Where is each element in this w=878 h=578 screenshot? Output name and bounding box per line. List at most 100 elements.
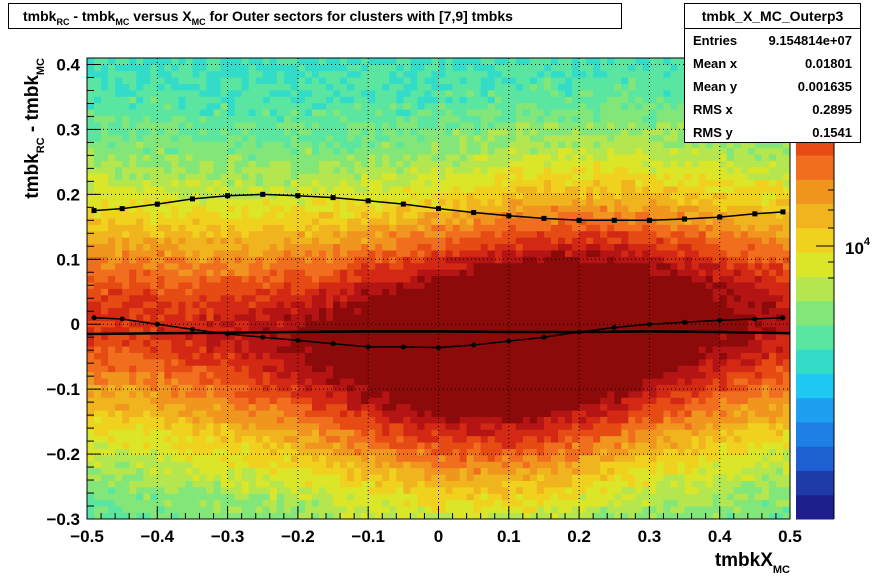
heatmap-cell — [565, 288, 573, 296]
heatmap-cell — [487, 147, 496, 155]
heatmap-cell — [108, 224, 116, 232]
heatmap-cell — [333, 467, 341, 475]
heatmap-cell — [304, 480, 313, 488]
heatmap-cell — [347, 58, 355, 65]
heatmap-cell — [143, 134, 151, 142]
heatmap-cell — [333, 102, 341, 110]
heatmap-cell — [234, 102, 243, 110]
heatmap-cell — [417, 70, 425, 78]
heatmap-cell — [452, 307, 460, 315]
heatmap-cell — [206, 326, 214, 334]
heatmap-cell — [382, 435, 390, 443]
heatmap-cell — [361, 397, 369, 405]
heatmap-cell — [206, 333, 214, 341]
heatmap-cell — [269, 397, 278, 405]
heatmap-cell — [487, 403, 496, 411]
heatmap-cell — [150, 243, 158, 251]
heatmap-cell — [283, 493, 292, 501]
heatmap-cell — [248, 461, 257, 469]
heatmap-cell — [536, 70, 545, 78]
heatmap-cell — [157, 128, 165, 136]
heatmap-cell — [508, 198, 517, 206]
heatmap-cell — [304, 512, 313, 520]
heatmap-cell — [108, 301, 116, 309]
heatmap-cell — [290, 205, 299, 213]
heatmap-cell — [206, 243, 214, 251]
heatmap-cell — [529, 397, 538, 405]
heatmap-cell — [550, 314, 559, 321]
heatmap-cell — [318, 282, 327, 289]
heatmap-cell — [501, 250, 510, 257]
heatmap-cell — [136, 122, 144, 129]
heatmap-cell — [297, 422, 306, 430]
heatmap-cell — [227, 147, 236, 155]
heatmap-cell — [185, 262, 193, 270]
heatmap-cell — [361, 83, 369, 91]
heatmap-cell — [164, 128, 172, 136]
heatmap-cell — [480, 282, 489, 289]
heatmap-cell — [192, 454, 200, 462]
heatmap-cell — [143, 294, 151, 302]
heatmap-cell — [361, 262, 369, 270]
heatmap-cell — [115, 403, 123, 411]
heatmap-cell — [178, 448, 186, 456]
heatmap-cell — [248, 83, 257, 91]
heatmap-cell — [318, 250, 327, 257]
heatmap-cell — [361, 288, 369, 296]
heatmap-cell — [101, 384, 109, 392]
heatmap-cell — [269, 448, 278, 456]
heatmap-cell — [445, 179, 453, 187]
heatmap-cell — [473, 269, 482, 277]
heatmap-cell — [262, 224, 271, 232]
heatmap-cell — [515, 147, 524, 155]
heatmap-cell — [150, 294, 158, 302]
heatmap-cell — [234, 378, 243, 385]
heatmap-cell — [543, 186, 552, 193]
heatmap-cell — [333, 237, 341, 245]
heatmap-cell — [565, 390, 573, 398]
heatmap-cell — [129, 346, 137, 353]
heatmap-cell — [199, 256, 207, 264]
heatmap-cell — [185, 83, 193, 91]
heatmap-cell — [347, 128, 355, 136]
heatmap-cell — [396, 128, 404, 136]
heatmap-cell — [290, 243, 299, 251]
heatmap-cell — [487, 211, 496, 219]
heatmap-cell — [410, 442, 418, 449]
heatmap-cell — [389, 493, 397, 501]
heatmap-cell — [543, 282, 552, 289]
heatmap-cell — [94, 365, 102, 373]
heatmap-cell — [347, 371, 355, 379]
heatmap-cell — [445, 352, 453, 360]
heatmap-cell — [157, 64, 165, 72]
heatmap-cell — [269, 429, 278, 437]
heatmap-cell — [375, 512, 383, 520]
heatmap-cell — [255, 486, 264, 494]
heatmap-cell — [340, 493, 348, 501]
heatmap-cell — [326, 96, 334, 104]
heatmap-cell — [326, 243, 334, 251]
heatmap-cell — [297, 160, 306, 168]
heatmap-cell — [452, 122, 460, 129]
heatmap-cell — [326, 480, 334, 488]
heatmap-cell — [424, 70, 432, 78]
heatmap-cell — [150, 512, 158, 520]
heatmap-cell — [375, 448, 383, 456]
heatmap-cell — [459, 448, 468, 456]
heatmap-cell — [494, 192, 503, 200]
heatmap-cell — [403, 230, 411, 238]
heatmap-cell — [536, 314, 545, 321]
heatmap-cell — [199, 506, 207, 513]
heatmap-cell — [438, 70, 446, 78]
heatmap-cell — [108, 339, 116, 347]
heatmap-cell — [459, 269, 468, 277]
heatmap-cell — [529, 211, 538, 219]
heatmap-cell — [283, 256, 292, 264]
heatmap-cell — [473, 365, 482, 373]
heatmap-cell — [424, 448, 432, 456]
heatmap-cell — [185, 378, 193, 385]
heatmap-cell — [129, 512, 137, 520]
heatmap-cell — [522, 198, 531, 206]
heatmap-cell — [529, 422, 538, 430]
heatmap-cell — [206, 256, 214, 264]
